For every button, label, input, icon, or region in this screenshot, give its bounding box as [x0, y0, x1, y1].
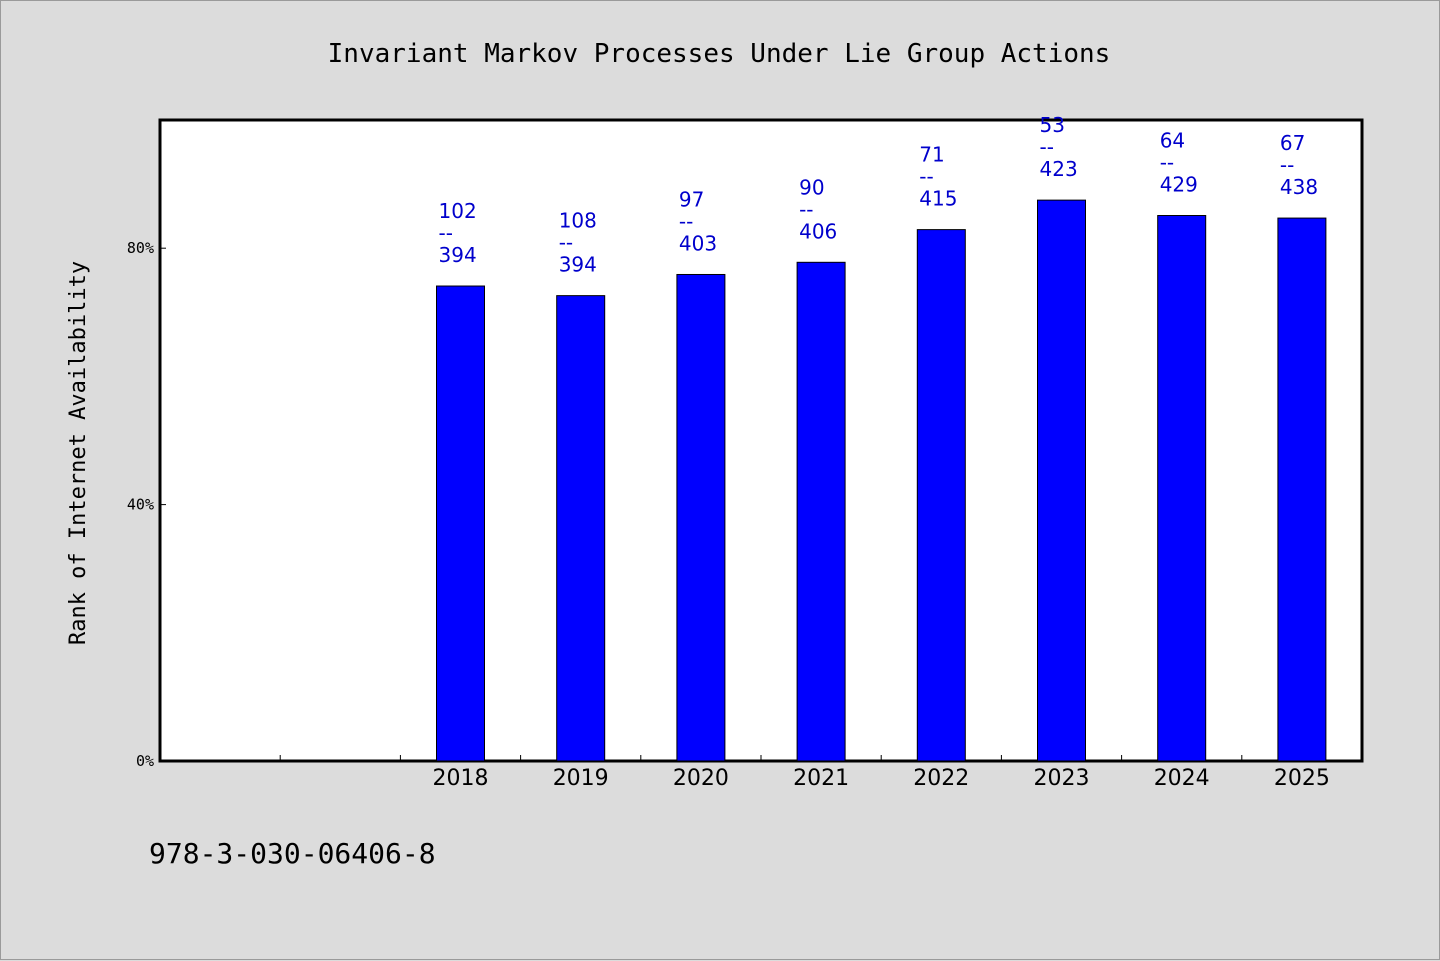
- data-label-2022: 71: [919, 143, 944, 167]
- y-axis-label: Rank of Internet Availability: [66, 261, 91, 645]
- data-label-2024: 429: [1160, 173, 1198, 197]
- x-tick-label: 2018: [433, 766, 489, 791]
- data-label-2023: --: [1040, 135, 1054, 159]
- data-label-2025: 438: [1280, 175, 1318, 199]
- data-label-2023: 53: [1040, 113, 1065, 137]
- data-label-2022: --: [919, 165, 933, 189]
- bar-2025: [1277, 217, 1327, 762]
- data-label-2020: --: [679, 209, 693, 233]
- x-tick-label: 2023: [1034, 766, 1090, 791]
- bar-2019: [556, 295, 606, 762]
- bar-2020: [676, 273, 726, 762]
- data-label-2020: 403: [679, 231, 717, 255]
- y-tick-label: 40%: [127, 496, 154, 514]
- data-label-2025: --: [1280, 153, 1294, 177]
- x-tick-label: 2022: [913, 766, 969, 791]
- x-tick-label: 2019: [553, 766, 609, 791]
- data-label-2025: 67: [1280, 131, 1305, 155]
- data-label-2024: --: [1160, 151, 1174, 175]
- bar-2024: [1157, 215, 1207, 762]
- data-label-2019: 394: [559, 253, 597, 277]
- x-axis: 2018 2019 2020 2021 2022 2023 2024 2025: [279, 755, 1330, 791]
- isbn-label: 978-3-030-06406-8: [149, 837, 436, 870]
- bar-2018: [436, 285, 485, 762]
- y-tick-label: 0%: [136, 752, 154, 770]
- data-label-2021: 406: [799, 219, 837, 243]
- data-label-2019: 108: [559, 209, 597, 233]
- x-tick-label: 2020: [673, 766, 729, 791]
- x-tick-label: 2025: [1274, 766, 1330, 791]
- data-label-2019: --: [559, 231, 573, 255]
- data-label-2021: 90: [799, 175, 824, 199]
- data-label-2024: 64: [1160, 129, 1185, 153]
- data-label-2021: --: [799, 197, 813, 221]
- chart-title: Invariant Markov Processes Under Lie Gro…: [328, 39, 1111, 69]
- data-labels-layer: 102--394108--39497--40390--40671--41553-…: [439, 113, 1319, 277]
- bar-2023: [1037, 199, 1086, 762]
- x-tick-label: 2024: [1154, 766, 1210, 791]
- y-axis: 0% 40% 80%: [127, 239, 166, 770]
- bars-layer: [436, 199, 1327, 762]
- bar-2021: [796, 261, 846, 762]
- data-label-2018: --: [439, 221, 453, 245]
- data-label-2022: 415: [919, 187, 957, 211]
- data-label-2018: 102: [439, 199, 477, 223]
- bar-2022: [916, 229, 966, 762]
- y-tick-label: 80%: [127, 239, 154, 257]
- data-label-2018: 394: [439, 243, 477, 267]
- data-label-2023: 423: [1040, 157, 1078, 181]
- data-label-2020: 97: [679, 187, 704, 211]
- x-tick-label: 2021: [793, 766, 849, 791]
